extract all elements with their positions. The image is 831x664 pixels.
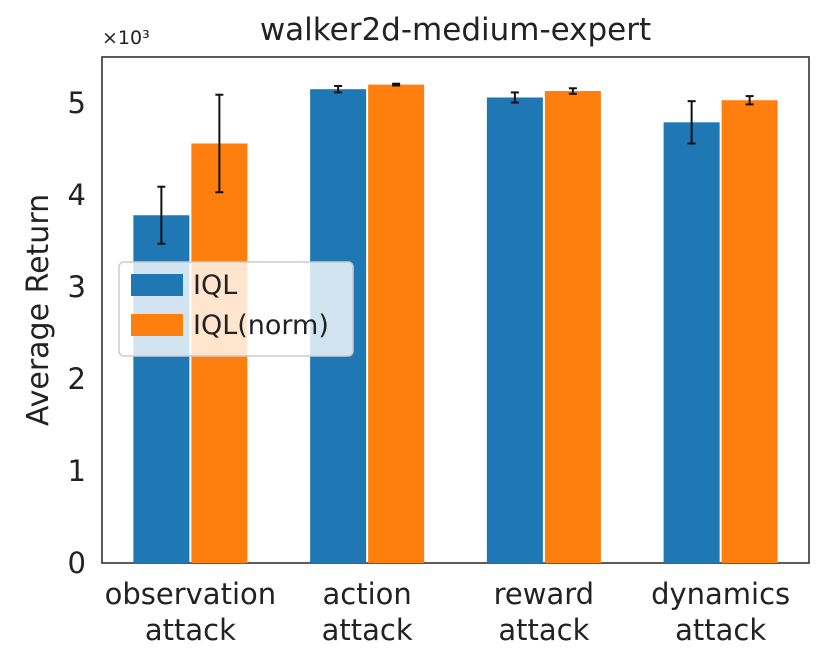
x-tick-label: attack xyxy=(322,613,413,647)
x-tick-label: dynamics xyxy=(651,577,790,611)
y-tick-label: 0 xyxy=(68,546,86,580)
plot-frame xyxy=(101,56,810,564)
x-tick-label: attack xyxy=(675,613,766,647)
bar xyxy=(544,91,601,563)
bar xyxy=(486,97,543,563)
x-tick-label: reward xyxy=(494,577,594,611)
chart-title: walker2d-medium-expert xyxy=(260,12,651,48)
x-tick-label: attack xyxy=(498,613,589,647)
bar xyxy=(368,84,425,563)
bar xyxy=(663,122,720,563)
x-tick-label: attack xyxy=(145,613,236,647)
y-tick-label: 5 xyxy=(68,86,86,120)
legend-label: IQL(norm) xyxy=(193,310,329,341)
x-tick-label: action xyxy=(322,577,411,611)
bar xyxy=(721,100,778,564)
y-tick-label: 2 xyxy=(68,362,86,396)
x-tick-label: observation xyxy=(105,577,277,611)
y-tick-label: 1 xyxy=(68,454,86,488)
legend-label: IQL xyxy=(193,270,237,301)
y-tick-label: 3 xyxy=(68,270,86,304)
y-multiplier-label: ×10³ xyxy=(102,27,150,49)
y-tick-label: 4 xyxy=(68,178,86,212)
legend-swatch xyxy=(131,314,183,336)
y-axis-label: Average Return xyxy=(21,194,56,426)
legend-swatch xyxy=(131,274,183,296)
